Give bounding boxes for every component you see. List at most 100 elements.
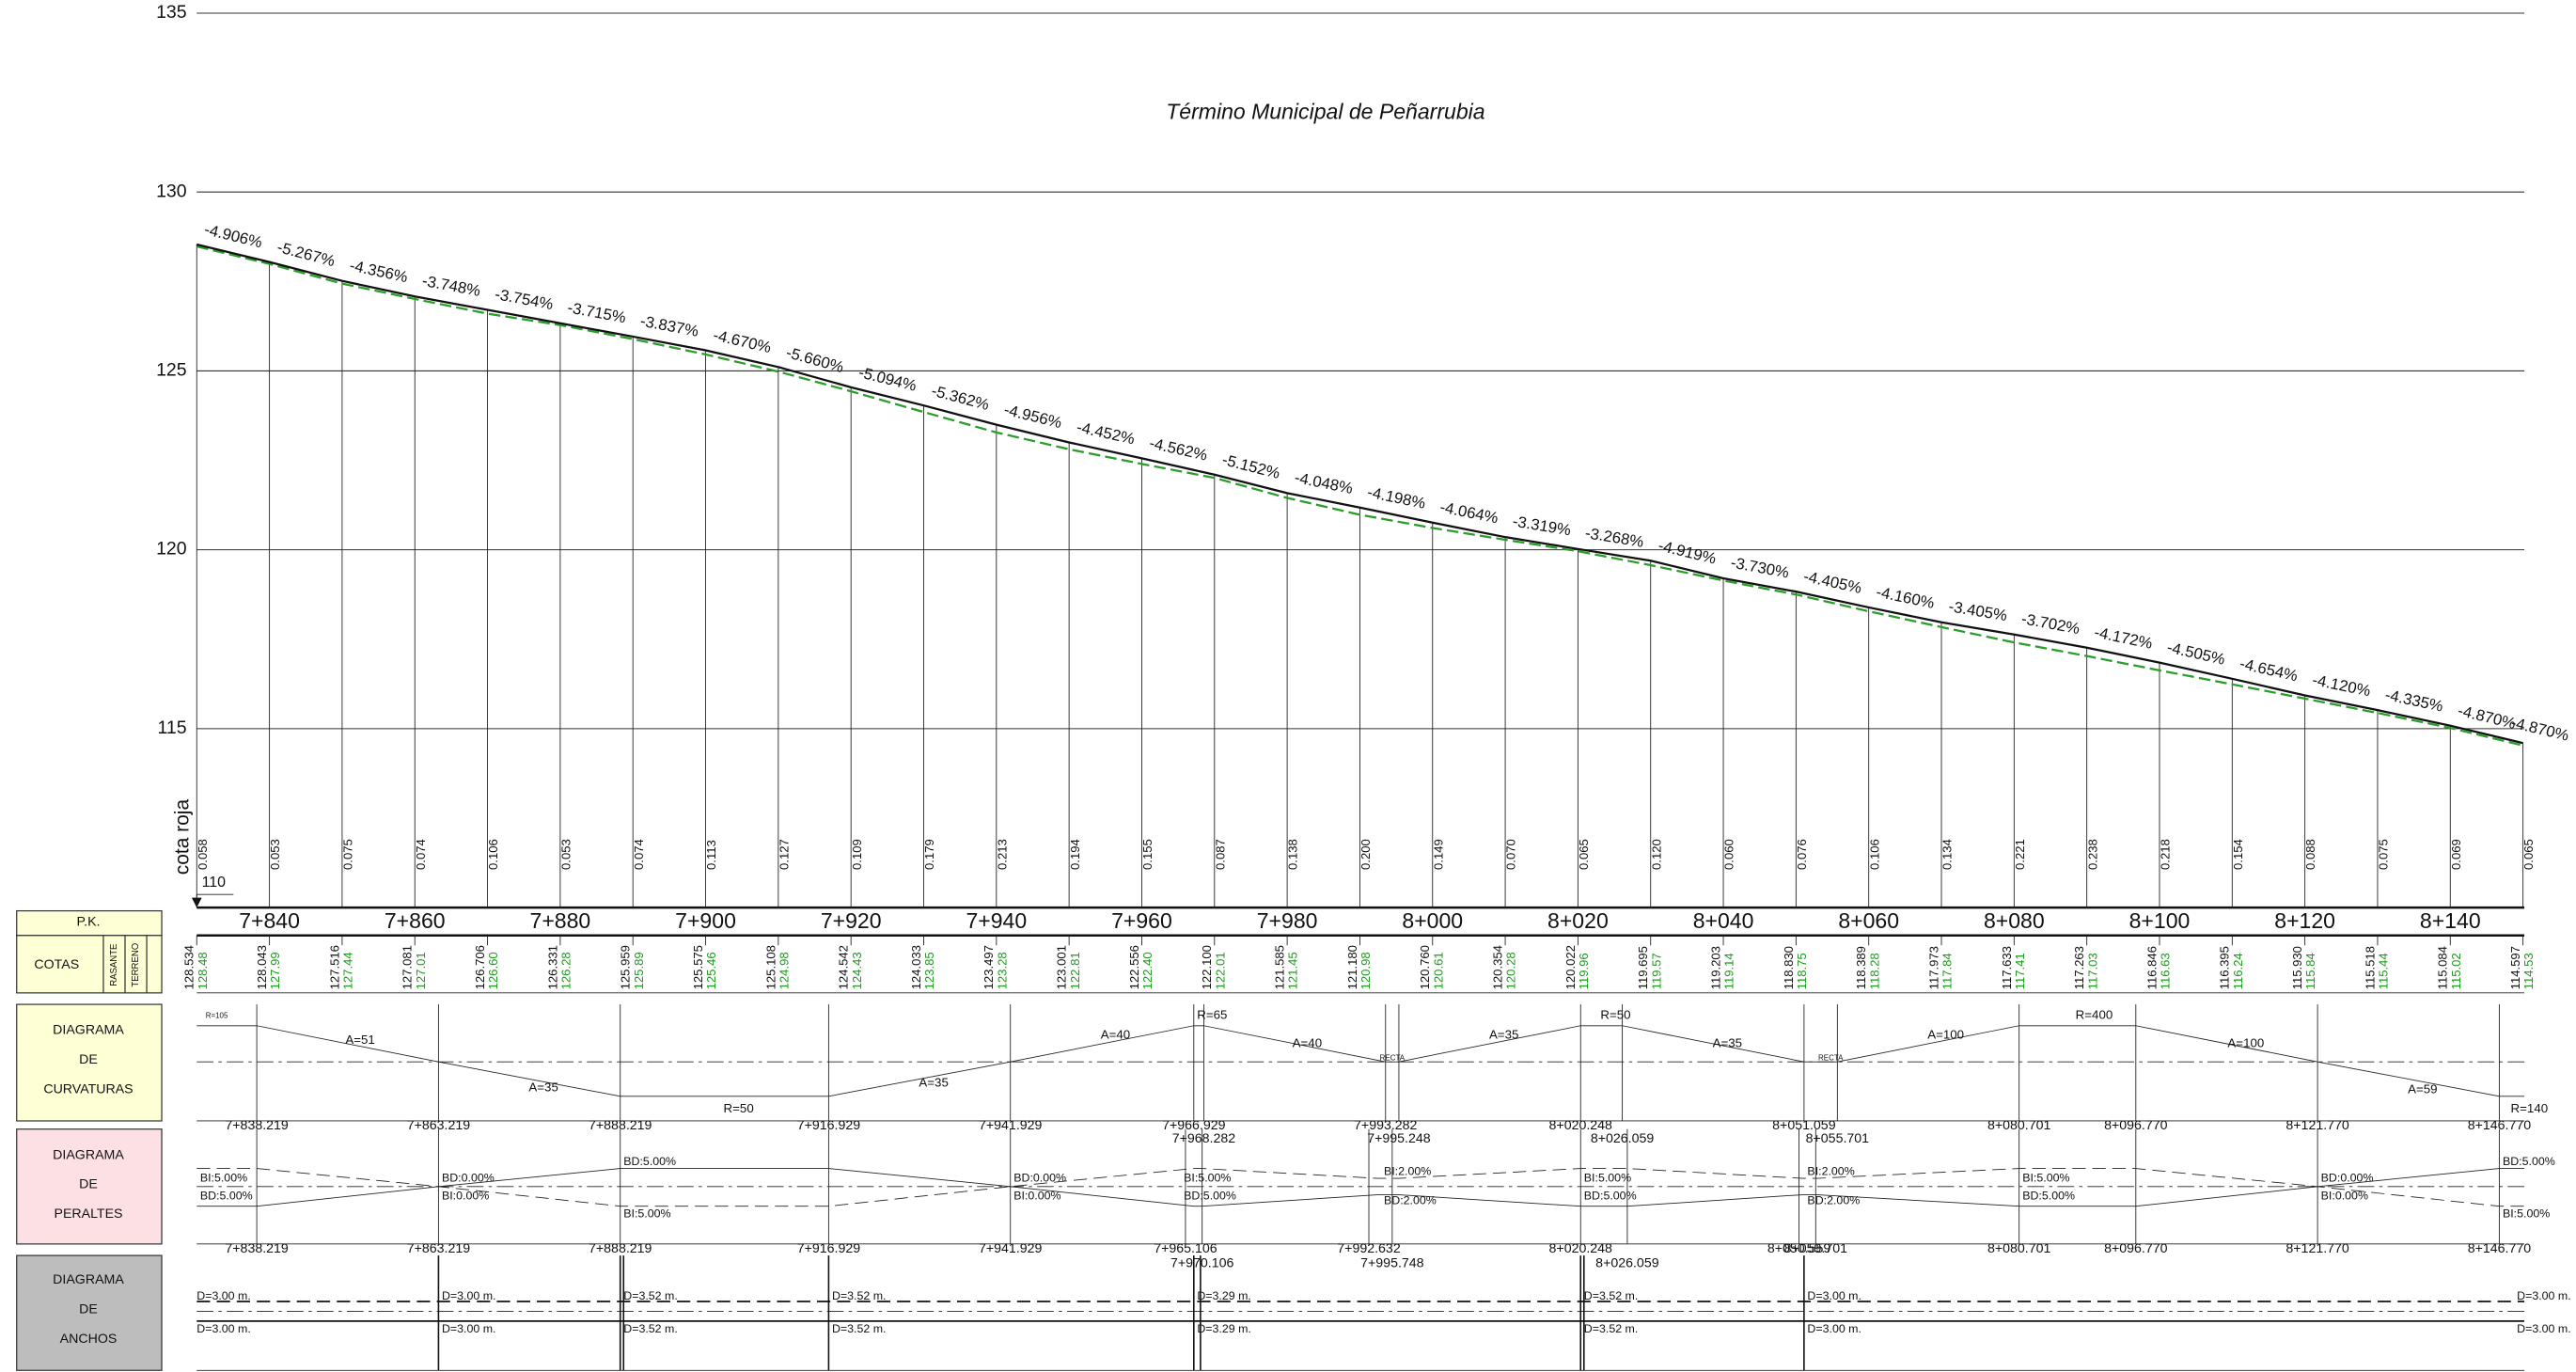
curvature-station: 7+968.282 xyxy=(1172,1130,1236,1145)
terreno-value: 115.02 xyxy=(2449,953,2463,989)
grade-label: -3.319% xyxy=(1511,513,1572,540)
superelevation-line xyxy=(196,1168,2525,1207)
width-label: D=3.52 m. xyxy=(832,1289,887,1302)
terreno-value: 115.44 xyxy=(2376,953,2390,989)
width-label: D=3.52 m. xyxy=(1584,1289,1639,1302)
cota-roja: 0.060 xyxy=(1722,839,1736,870)
terreno-value: 122.40 xyxy=(1140,952,1154,989)
pk-label: 7+920 xyxy=(821,908,882,933)
pk-label: 7+980 xyxy=(1257,908,1318,933)
pk-label: 8+120 xyxy=(2274,908,2335,933)
terreno-value: 114.53 xyxy=(2521,953,2536,989)
curvature-label: R=105 xyxy=(206,1011,228,1019)
terreno-value: 120.28 xyxy=(1504,952,1518,989)
superelevation-label: BI:0.00% xyxy=(442,1190,489,1203)
superelevation-station: 7+970.106 xyxy=(1170,1255,1234,1270)
rasante-value: 121.180 xyxy=(1345,945,1359,989)
terreno-value: 118.28 xyxy=(1867,953,1881,989)
title: Término Municipal de Peñarrubia xyxy=(1166,100,1484,124)
grade-label: -4.562% xyxy=(1148,434,1210,465)
superelevation-line xyxy=(196,1168,2525,1207)
rasante-value: 117.973 xyxy=(1926,946,1940,989)
width-label: D=3.00 m. xyxy=(442,1322,496,1335)
pk-label: 7+860 xyxy=(385,908,446,933)
header-label: PERALTES xyxy=(54,1206,122,1221)
pk-label: 7+960 xyxy=(1111,908,1172,933)
rasante-value: 127.516 xyxy=(327,945,341,989)
pk-label: 8+000 xyxy=(1402,908,1463,933)
grade-label: -3.405% xyxy=(1947,597,2008,624)
grade-label: -4.919% xyxy=(1657,537,1719,568)
superelevation-label: BI:5.00% xyxy=(1184,1171,1231,1184)
superelevation-station: 8+121.770 xyxy=(2285,1240,2349,1255)
rasante-value: 114.597 xyxy=(2508,946,2522,989)
superelevation-label: BI:2.00% xyxy=(1807,1164,1854,1177)
superelevation-station: 8+096.770 xyxy=(2104,1240,2168,1255)
cota-roja: 0.106 xyxy=(1867,839,1881,870)
rasante-value: 120.760 xyxy=(1418,945,1432,989)
rasante-value: 123.497 xyxy=(982,945,996,989)
cota-roja: 0.154 xyxy=(2231,839,2245,870)
terreno-value: 126.60 xyxy=(486,952,500,989)
curvature-station: 8+121.770 xyxy=(2285,1117,2349,1132)
rasante-line xyxy=(196,243,2523,745)
cota-roja: 0.087 xyxy=(1213,839,1227,870)
terreno-value: 120.61 xyxy=(1431,952,1445,989)
superelevation-station: 8+059.701 xyxy=(1784,1240,1848,1255)
terreno-value: 119.14 xyxy=(1722,953,1736,989)
curvature-station: 7+995.248 xyxy=(1367,1130,1431,1145)
grade-label: -4.906% xyxy=(202,220,264,251)
curvature-label: A=40 xyxy=(1101,1028,1130,1042)
curvature-label: R=50 xyxy=(1600,1008,1630,1022)
grade-label: -4.505% xyxy=(2165,639,2227,669)
terreno-value: 125.89 xyxy=(632,952,646,989)
rasante-value: 124.033 xyxy=(909,945,923,989)
superelevation-label: BD:0.00% xyxy=(442,1171,495,1184)
terreno-value: 115.84 xyxy=(2303,953,2317,989)
cota-roja: 0.218 xyxy=(2158,839,2172,870)
cota-roja: 0.053 xyxy=(268,839,282,870)
pk-box xyxy=(16,909,163,937)
curvature-station: 7+941.929 xyxy=(979,1117,1043,1132)
curvature-label: A=100 xyxy=(1927,1028,1964,1042)
grade-label: -4.172% xyxy=(2093,623,2154,653)
curvature-station: 7+993.282 xyxy=(1354,1117,1418,1132)
curvature-station: 8+080.701 xyxy=(1987,1117,2051,1132)
curvature-station: 8+096.770 xyxy=(2104,1117,2168,1132)
superelevation-station: 7+863.219 xyxy=(407,1240,471,1255)
rasante-value: 128.534 xyxy=(182,945,196,989)
grade-label: -4.335% xyxy=(2383,686,2444,716)
cota-roja: 0.113 xyxy=(704,840,718,870)
terreno-value: 120.98 xyxy=(1359,952,1373,989)
grade-label: -4.956% xyxy=(1002,401,1064,432)
cota-roja: 0.138 xyxy=(1286,839,1300,870)
terreno-value: 117.03 xyxy=(2085,953,2099,989)
header-label: COTAS xyxy=(34,956,79,971)
curvature-station: 8+026.059 xyxy=(1591,1130,1655,1145)
terreno-value: 121.45 xyxy=(1286,952,1300,989)
terreno-value: 119.96 xyxy=(1577,953,1591,989)
rasante-value: 121.585 xyxy=(1272,945,1286,989)
cota-roja: 0.106 xyxy=(486,839,500,870)
terreno-value: 122.01 xyxy=(1213,952,1227,989)
width-label: D=3.52 m. xyxy=(623,1289,678,1302)
pk-label: 8+020 xyxy=(1547,908,1609,933)
grade-label: -4.356% xyxy=(348,257,409,287)
cota-roja: 0.058 xyxy=(196,839,210,870)
pk-label: 7+940 xyxy=(966,908,1027,933)
superelevation-station: 8+080.701 xyxy=(1987,1240,2051,1255)
width-label: D=3.00 m. xyxy=(2517,1289,2571,1302)
grade-label: -4.654% xyxy=(2238,654,2301,685)
terreno-value: 127.44 xyxy=(340,952,354,989)
width-label: D=3.00 m. xyxy=(442,1289,496,1302)
cota-roja: 0.134 xyxy=(1940,839,1955,870)
pk-label: 7+880 xyxy=(530,908,591,933)
curvature-label: R=65 xyxy=(1197,1008,1227,1022)
cota-roja: 0.074 xyxy=(414,839,428,870)
anchos-box xyxy=(16,1254,163,1371)
header-label: DIAGRAMA xyxy=(53,1271,124,1286)
superelevation-label: BI:5.00% xyxy=(623,1207,670,1221)
curvature-label: R=400 xyxy=(2076,1008,2113,1022)
curvature-station: 7+838.219 xyxy=(225,1117,289,1132)
